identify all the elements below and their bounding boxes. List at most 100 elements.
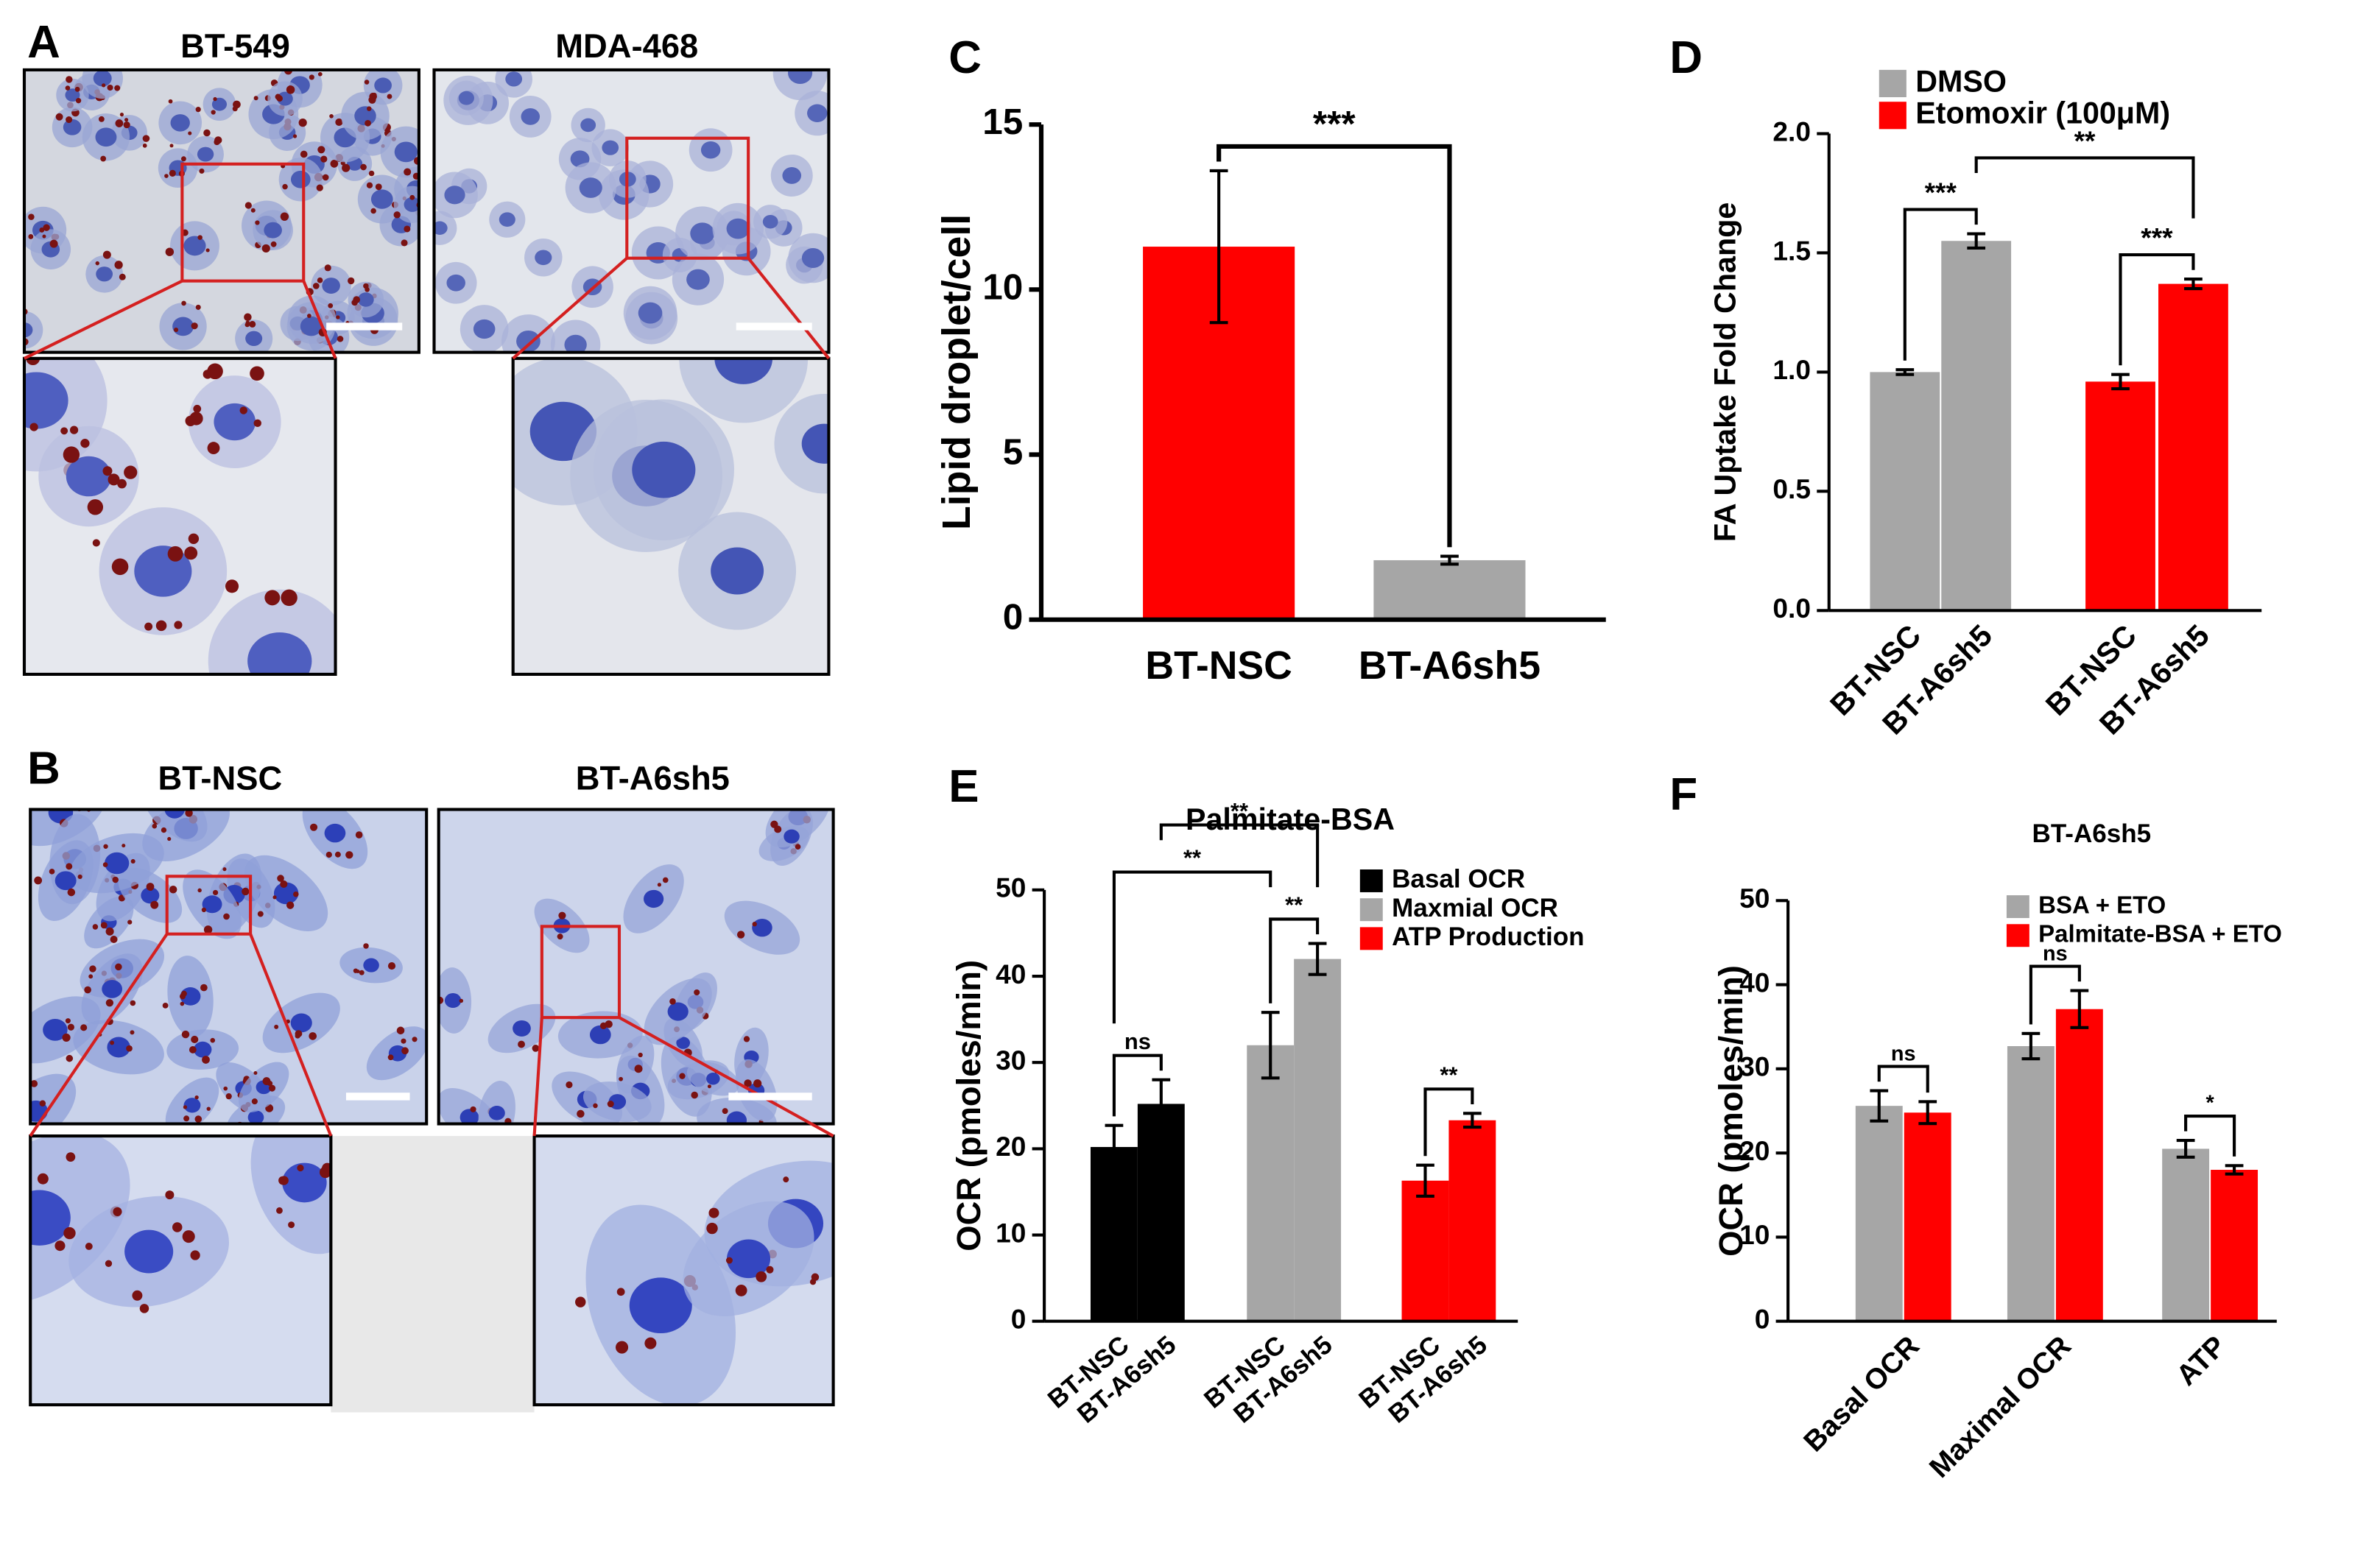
droplet <box>811 1273 820 1282</box>
droplet <box>735 1285 747 1296</box>
nucleus <box>700 141 721 159</box>
panel-letter: F <box>1669 769 1697 819</box>
droplet <box>63 446 80 463</box>
micrograph <box>513 358 829 674</box>
nucleus <box>290 1013 312 1033</box>
droplet <box>783 1176 789 1183</box>
nucleus <box>516 330 541 353</box>
droplet <box>638 1052 643 1058</box>
zoom-box <box>165 875 253 936</box>
legend-swatch <box>1359 898 1383 922</box>
zoom-line <box>24 279 183 360</box>
droplet <box>181 300 186 306</box>
nucleus <box>30 1190 71 1246</box>
nucleus <box>54 871 77 891</box>
droplet <box>105 999 114 1007</box>
significance-bracket <box>1269 917 1320 1003</box>
droplet <box>74 86 80 92</box>
nucleus <box>374 77 392 93</box>
droplet <box>353 296 360 303</box>
droplet <box>244 322 250 328</box>
droplet <box>404 168 412 176</box>
significance-label: *** <box>2141 222 2173 253</box>
droplet <box>634 1065 643 1073</box>
droplet <box>69 426 79 434</box>
droplet <box>115 963 122 971</box>
droplet <box>122 844 126 848</box>
droplet <box>102 862 108 867</box>
droplet <box>316 184 323 191</box>
droplet <box>575 1296 586 1307</box>
droplet <box>317 277 323 283</box>
droplet <box>85 1243 93 1250</box>
droplet <box>401 1047 409 1055</box>
droplet <box>92 539 100 547</box>
droplet <box>37 1173 49 1185</box>
nucleus <box>63 119 82 135</box>
nucleus <box>164 809 185 819</box>
droplet <box>14 311 21 319</box>
droplet <box>355 831 363 839</box>
droplet <box>139 1304 149 1313</box>
panel-letter: B <box>27 743 60 794</box>
micrograph <box>14 69 419 353</box>
nucleus <box>446 274 465 292</box>
droplet <box>250 208 256 213</box>
nucleus <box>714 358 773 384</box>
nucleus <box>404 197 419 212</box>
droplet <box>49 239 58 248</box>
droplet <box>335 118 343 127</box>
droplet <box>80 439 90 448</box>
bar <box>2162 1148 2210 1321</box>
droplet <box>169 886 177 894</box>
droplet <box>276 95 283 102</box>
droplet <box>281 589 298 607</box>
droplet <box>119 273 126 280</box>
droplet <box>319 1166 331 1179</box>
droplet <box>65 85 71 91</box>
droplet <box>203 370 213 379</box>
droplet <box>707 1084 711 1089</box>
nucleus <box>521 108 541 125</box>
droplet <box>722 1108 728 1115</box>
nucleus <box>354 106 376 126</box>
nucleus <box>96 267 113 282</box>
x-tick-label: Maximal OCR <box>1923 1330 2077 1484</box>
droplet <box>262 1077 271 1085</box>
droplet <box>607 1101 614 1108</box>
significance-bracket <box>1112 870 1272 1024</box>
y-tick-label: 30 <box>996 1045 1026 1076</box>
droplet <box>280 212 289 221</box>
droplet <box>111 558 129 576</box>
droplet <box>108 473 120 486</box>
bar <box>2085 381 2155 611</box>
droplet <box>193 404 202 413</box>
droplet <box>459 998 464 1003</box>
nucleus <box>632 441 696 498</box>
nucleus <box>66 456 112 497</box>
significance-label: ns <box>1124 1028 1151 1054</box>
significance-label: ** <box>1183 845 1201 871</box>
droplet <box>837 1182 848 1193</box>
droplet <box>753 1079 762 1088</box>
bar <box>1904 1112 1951 1321</box>
droplet <box>365 287 370 292</box>
droplet <box>276 1207 283 1214</box>
droplet <box>117 479 127 489</box>
legend-swatch <box>2006 924 2029 947</box>
y-tick-label: 2.0 <box>1772 116 1811 147</box>
droplet <box>280 880 288 889</box>
droplet <box>744 1079 752 1087</box>
panel-letter: E <box>948 761 979 812</box>
droplet <box>162 1002 169 1009</box>
droplet <box>39 1100 46 1106</box>
droplet <box>577 1109 585 1118</box>
significance-bracket <box>1877 1065 1929 1093</box>
droplet <box>164 174 169 178</box>
droplet <box>67 1023 74 1031</box>
nucleus <box>726 218 750 239</box>
nucleus <box>580 118 596 133</box>
droplet <box>132 1290 143 1301</box>
droplet <box>348 277 355 285</box>
